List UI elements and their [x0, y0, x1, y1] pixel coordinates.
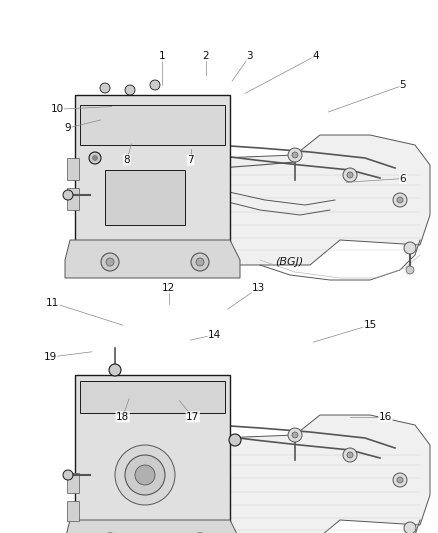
Circle shape [196, 258, 204, 266]
Text: 9: 9 [64, 123, 71, 133]
Text: 19: 19 [44, 352, 57, 362]
Circle shape [288, 428, 302, 442]
Bar [67, 473, 79, 493]
Bar [67, 158, 79, 180]
Circle shape [393, 473, 407, 487]
Text: 14: 14 [208, 330, 221, 340]
FancyBboxPatch shape [75, 375, 230, 530]
Text: 15: 15 [364, 320, 377, 330]
FancyBboxPatch shape [75, 95, 230, 255]
Text: 4: 4 [312, 51, 319, 61]
Text: 12: 12 [162, 283, 175, 293]
Circle shape [404, 522, 416, 533]
Bar [67, 188, 79, 210]
Circle shape [125, 85, 135, 95]
Circle shape [347, 172, 353, 178]
Circle shape [115, 445, 175, 505]
Text: (BGJ): (BGJ) [275, 257, 303, 267]
Polygon shape [65, 240, 240, 278]
Bar [80, 381, 225, 413]
Circle shape [288, 148, 302, 162]
Circle shape [109, 364, 121, 376]
Bar [105, 170, 185, 225]
Circle shape [229, 434, 241, 446]
Text: 1: 1 [159, 51, 166, 61]
Text: 10: 10 [50, 104, 64, 114]
Text: 3: 3 [246, 51, 253, 61]
Circle shape [106, 258, 114, 266]
Circle shape [393, 193, 407, 207]
Text: 6: 6 [399, 174, 406, 183]
Text: 16: 16 [379, 412, 392, 422]
Circle shape [100, 83, 110, 93]
Text: 8: 8 [124, 155, 131, 165]
Bar [67, 501, 79, 521]
Circle shape [397, 197, 403, 203]
Text: 2: 2 [202, 51, 209, 61]
Text: 5: 5 [399, 80, 406, 90]
Circle shape [63, 190, 73, 200]
Circle shape [150, 80, 160, 90]
Circle shape [347, 452, 353, 458]
Polygon shape [185, 415, 430, 533]
Circle shape [406, 266, 414, 274]
Polygon shape [185, 135, 430, 265]
Circle shape [343, 168, 357, 182]
Circle shape [292, 432, 298, 438]
Text: 7: 7 [187, 155, 194, 165]
Circle shape [63, 470, 73, 480]
Circle shape [292, 152, 298, 158]
Circle shape [397, 477, 403, 483]
Polygon shape [65, 520, 240, 533]
Circle shape [135, 465, 155, 485]
Circle shape [343, 448, 357, 462]
Circle shape [92, 156, 98, 160]
Circle shape [125, 455, 165, 495]
Text: 11: 11 [46, 298, 59, 308]
Circle shape [101, 253, 119, 271]
Text: 18: 18 [116, 412, 129, 422]
Text: 17: 17 [186, 412, 199, 422]
Circle shape [404, 242, 416, 254]
Circle shape [191, 253, 209, 271]
Text: 13: 13 [252, 283, 265, 293]
Bar [80, 105, 225, 145]
Circle shape [89, 152, 101, 164]
